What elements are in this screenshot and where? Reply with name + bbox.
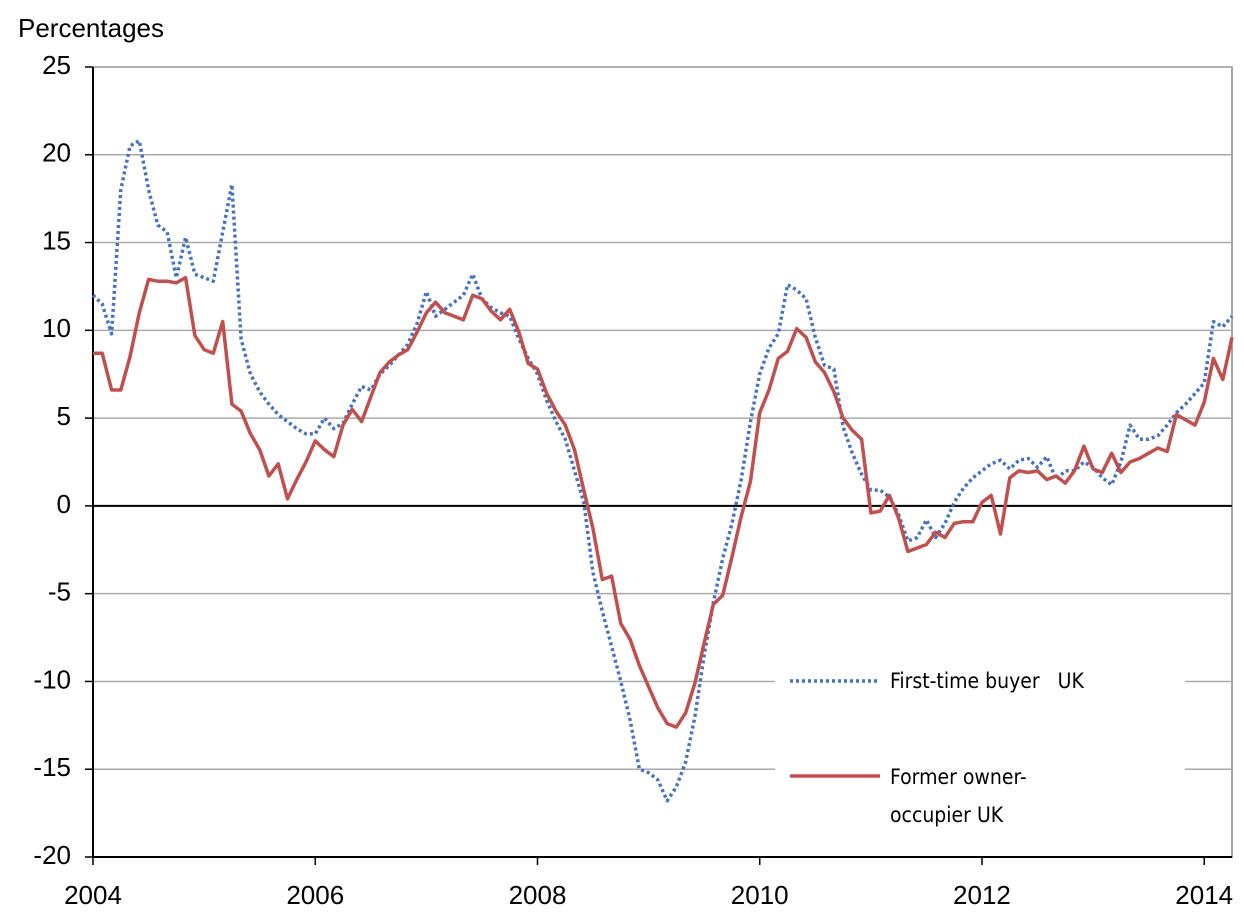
y-tick-label: 5 <box>57 401 71 431</box>
y-tick-label: -5 <box>48 577 71 607</box>
y-axis-title: Percentages <box>18 13 164 43</box>
x-tick-label: 2012 <box>953 880 1011 910</box>
legend-samples <box>790 679 880 778</box>
legend-label: First-time buyer UK <box>890 669 1084 693</box>
y-tick-label: -15 <box>33 752 71 782</box>
legend: First-time buyer UK Former owner-occupie… <box>775 658 1185 843</box>
y-tick-label: 20 <box>42 138 71 168</box>
series-line <box>93 275 1234 729</box>
y-tick-label: 0 <box>57 489 71 519</box>
x-tick-label: 2008 <box>509 880 567 910</box>
y-tick-label: -20 <box>33 840 71 870</box>
x-tick-label: 2006 <box>286 880 344 910</box>
x-tick-label: 2014 <box>1175 880 1233 910</box>
x-tick-label: 2010 <box>731 880 789 910</box>
y-tick-label: 25 <box>42 50 71 80</box>
legend-label: Former owner-occupier UK <box>890 765 1027 827</box>
series-line <box>91 138 1234 803</box>
x-tick-label: 2004 <box>64 880 122 910</box>
y-tick-label: 15 <box>42 225 71 255</box>
y-tick-label: 10 <box>42 313 71 343</box>
y-tick-label: -10 <box>33 664 71 694</box>
